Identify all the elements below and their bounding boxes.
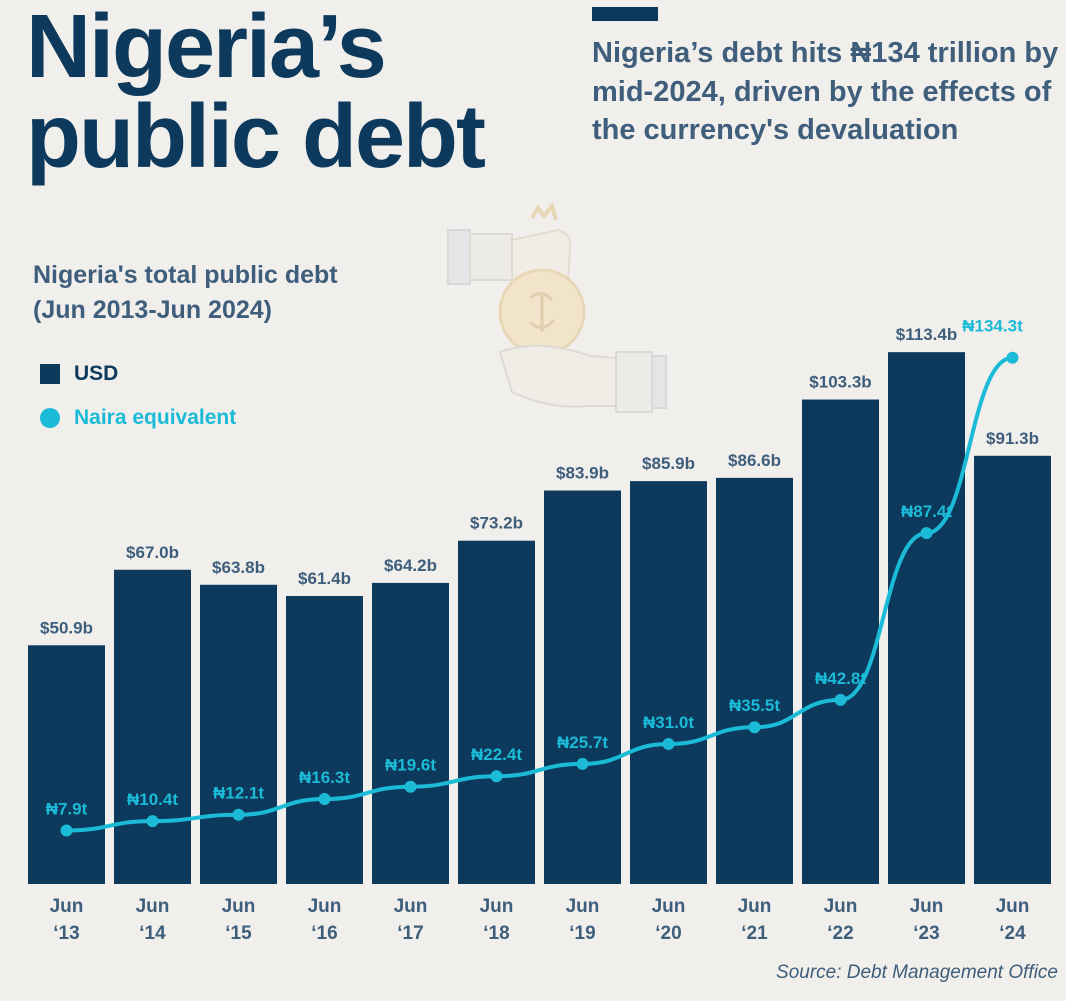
usd-bar (372, 582, 449, 884)
x-tick-label: ‘24 (999, 923, 1026, 944)
usd-value-label: $73.2b (470, 514, 523, 533)
naira-value-label: ₦7.9t (46, 799, 88, 818)
source-note: Source: Debt Management Office (776, 962, 1058, 983)
usd-value-label: $63.8b (212, 558, 265, 577)
x-tick-label: ‘23 (913, 923, 939, 944)
naira-value-label: ₦22.4t (471, 745, 522, 764)
x-tick-label: Jun (50, 896, 84, 917)
usd-value-label: $83.9b (556, 464, 609, 483)
usd-bar (974, 455, 1051, 884)
usd-bar (716, 477, 793, 884)
legend: USD Naira equivalent (40, 360, 236, 448)
legend-item-usd: USD (40, 360, 236, 388)
usd-value-label: $64.2b (384, 556, 437, 575)
usd-bar (286, 596, 363, 884)
naira-point (60, 824, 73, 837)
naira-point (1006, 351, 1019, 364)
usd-value-label: $103.3b (809, 373, 871, 392)
naira-point (662, 738, 675, 751)
x-tick-label: Jun (824, 896, 858, 917)
usd-value-label: $113.4b (896, 325, 957, 344)
naira-point (920, 527, 933, 540)
page-title-line1: Nigeria’s (26, 0, 387, 97)
x-tick-label: ‘13 (53, 923, 79, 944)
x-tick-label: ‘14 (139, 923, 166, 944)
chart-title: Nigeria's total public debt (Jun 2013-Ju… (33, 258, 338, 328)
x-tick-label: Jun (566, 896, 600, 917)
naira-point (576, 757, 589, 770)
x-tick-label: Jun (222, 896, 256, 917)
chart-title-line2: (Jun 2013-Jun 2024) (33, 296, 272, 324)
usd-value-label: $85.9b (642, 454, 695, 473)
naira-value-label: ₦134.3t (962, 317, 1023, 336)
usd-value-label: $67.0b (126, 543, 179, 562)
headline-subtitle: Nigeria’s debt hits ₦134 trillion by mid… (592, 37, 1059, 146)
usd-bar (114, 569, 191, 884)
legend-item-naira: Naira equivalent (40, 404, 236, 432)
accent-bar (592, 7, 658, 21)
hand-money-bag-icon (447, 201, 667, 413)
usd-value-label: $61.4b (298, 569, 351, 588)
naira-point (748, 721, 761, 734)
usd-bar (802, 399, 879, 884)
x-tick-label: Jun (480, 896, 514, 917)
x-tick-label: ‘17 (397, 923, 423, 944)
x-tick-label: ‘19 (569, 923, 595, 944)
legend-label-naira: Naira equivalent (74, 406, 237, 429)
naira-point (490, 770, 503, 783)
x-tick-label: Jun (652, 896, 686, 917)
x-tick-label: ‘16 (311, 923, 337, 944)
x-tick-label: ‘15 (225, 923, 252, 944)
usd-bar (544, 490, 621, 884)
naira-value-label: ₦42.8t (815, 669, 866, 688)
naira-point (146, 815, 159, 828)
naira-point (834, 693, 847, 706)
naira-value-label: ₦25.7t (557, 733, 608, 752)
x-tick-label: ‘21 (741, 923, 768, 944)
x-tick-label: ‘18 (483, 923, 509, 944)
usd-value-label: $91.3b (986, 429, 1039, 448)
x-tick-label: Jun (738, 896, 772, 917)
naira-value-label: ₦19.6t (385, 756, 436, 775)
usd-bar (888, 352, 965, 884)
usd-bar (458, 540, 535, 884)
naira-point (318, 793, 331, 806)
naira-point (404, 780, 417, 793)
usd-bar (630, 481, 707, 884)
naira-value-label: ₦12.1t (213, 784, 264, 803)
usd-bar (28, 645, 105, 884)
naira-value-label: ₦10.4t (127, 790, 178, 809)
x-tick-label: ‘22 (827, 923, 853, 944)
legend-swatch-usd (40, 364, 60, 384)
page-title-line2: public debt (26, 87, 486, 187)
chart-title-line1: Nigeria's total public debt (33, 261, 338, 289)
naira-value-label: ₦31.0t (643, 713, 694, 732)
naira-point (232, 808, 245, 821)
usd-value-label: $50.9b (40, 618, 93, 637)
naira-value-label: ₦16.3t (299, 768, 350, 787)
x-tick-label: ‘20 (655, 923, 681, 944)
x-tick-label: Jun (996, 896, 1030, 917)
x-tick-label: Jun (394, 896, 428, 917)
legend-label-usd: USD (74, 362, 119, 385)
x-tick-label: Jun (308, 896, 342, 917)
usd-value-label: $86.6b (728, 451, 781, 470)
usd-bar (200, 584, 277, 884)
legend-swatch-naira (40, 408, 60, 428)
x-tick-label: Jun (910, 896, 944, 917)
naira-value-label: ₦87.4t (901, 502, 952, 521)
page-title: Nigeria’s public debt (26, 0, 486, 187)
x-tick-label: Jun (136, 896, 170, 917)
naira-value-label: ₦35.5t (729, 696, 780, 715)
